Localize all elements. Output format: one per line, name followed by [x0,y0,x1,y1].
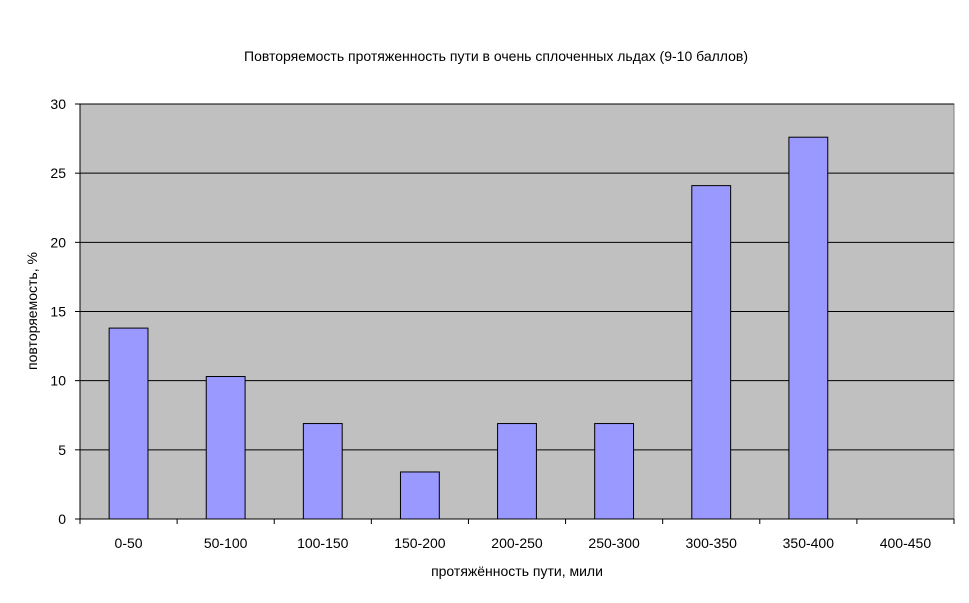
x-tick-label-150-200: 150-200 [394,535,446,551]
bar-150-200 [399,471,440,520]
bar-250-300 [594,423,635,520]
bar-300-350 [691,185,732,520]
y-axis-label: повторяемость, % [24,252,40,370]
bar-0-50 [108,327,149,520]
y-tick-label: 10 [50,373,66,389]
x-tick-label-100-150: 100-150 [297,535,349,551]
y-tick-label: 25 [50,165,66,181]
bars [108,136,829,520]
y-tick-label: 20 [50,234,66,250]
x-tick-label-400-450: 400-450 [880,535,932,551]
y-tick-label: 5 [58,442,66,458]
x-axis: 0-50 50-100 100-150 150-200 200-250 250-300 30… [79,518,955,551]
bar-100-150 [302,423,343,520]
bar-350-400 [788,136,829,520]
x-axis-label: протяжённость пути, мили [431,563,603,579]
y-tick-label: 30 [50,96,66,112]
bar-50-100 [205,376,246,520]
y-tick-label: 0 [58,511,66,527]
x-tick-label-0-50: 0-50 [115,535,143,551]
x-tick-label-350-400: 350-400 [783,535,835,551]
bar-200-250 [497,423,537,520]
x-tick-label-300-350: 300-350 [686,535,738,551]
x-tick-label-250-300: 250-300 [588,535,640,551]
y-tick-label: 15 [50,304,66,320]
y-axis: 0 5 10 15 20 25 30 [50,96,81,527]
x-tick-label-50-100: 50-100 [204,535,248,551]
chart-title: Повторяемость протяженность пути в очень… [244,48,748,64]
x-tick-label-200-250: 200-250 [491,535,543,551]
